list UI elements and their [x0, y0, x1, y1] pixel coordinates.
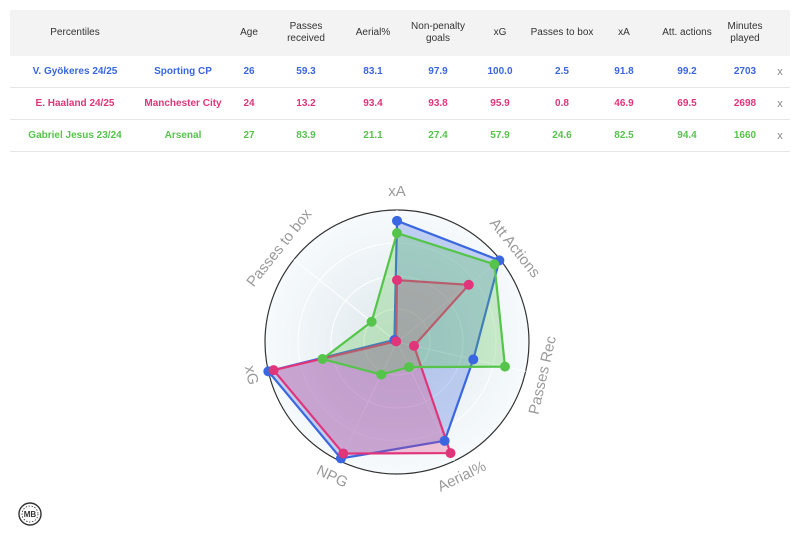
passes-to-box-value: 0.8 — [555, 97, 569, 109]
radar-point — [392, 228, 402, 239]
logo-text: MB — [24, 510, 37, 519]
radar-axis-label: xG — [241, 364, 262, 386]
age-value: 27 — [243, 129, 255, 141]
att-actions-value: 94.4 — [677, 129, 697, 141]
radar-axis-label: Passes Rec — [526, 334, 560, 416]
header-minutes: Minutes played — [727, 21, 763, 44]
xg-value: 57.9 — [490, 129, 510, 141]
passes-to-box-value: 2.5 — [555, 65, 569, 77]
header-aerial: Aerial% — [355, 27, 391, 38]
minutes-value: 1660 — [733, 129, 757, 141]
radar-point — [489, 259, 500, 270]
radar-point — [268, 365, 279, 376]
radar-point — [468, 354, 479, 365]
age-value: 26 — [243, 65, 255, 77]
att-actions-value: 69.5 — [677, 97, 697, 109]
radar-point — [392, 275, 402, 286]
passes-to-box-value: 24.6 — [552, 129, 572, 141]
npg-value: 27.4 — [428, 129, 448, 141]
table-row: Gabriel Jesus 23/24 Arsenal 27 83.9 21.1… — [10, 120, 790, 152]
xa-value: 82.5 — [614, 129, 634, 141]
radar-point — [404, 362, 415, 373]
minutes-value: 2698 — [733, 97, 757, 109]
header-xa: xA — [618, 27, 630, 38]
radar-spoke — [293, 259, 398, 343]
team-name: Sporting CP — [154, 65, 212, 77]
att-actions-value: 99.2 — [677, 65, 697, 77]
radar-series-2 — [321, 232, 507, 376]
radar-axis-label: NPG — [314, 462, 351, 491]
passes-received-value: 13.2 — [296, 97, 316, 109]
radar-point — [317, 354, 328, 365]
radar-point — [463, 279, 474, 290]
aerial-value: 93.4 — [363, 97, 383, 109]
radar-point — [376, 369, 387, 380]
radar-point — [338, 448, 349, 459]
player-name: E. Haaland 24/25 — [35, 97, 115, 109]
aerial-value: 83.1 — [363, 65, 383, 77]
team-name: Arsenal — [164, 129, 202, 141]
header-passes-to-box: Passes to box — [530, 27, 594, 38]
radar-point — [408, 340, 419, 351]
table-header: Percentiles Age Passes received Aerial% … — [10, 10, 790, 56]
radar-spoke — [339, 341, 398, 462]
xa-value: 46.9 — [614, 97, 634, 109]
team-name: Manchester City — [144, 97, 222, 109]
header-npg: Non-penalty goals — [411, 21, 465, 44]
header-percentiles: Percentiles — [50, 27, 100, 38]
header-att-actions: Att. actions — [662, 27, 712, 38]
radar-point — [499, 361, 510, 372]
passes-received-value: 59.3 — [296, 65, 316, 77]
xg-value: 95.9 — [490, 97, 510, 109]
comparison-table: Percentiles Age Passes received Aerial% … — [10, 10, 790, 152]
npg-value: 97.9 — [428, 65, 448, 77]
table-row: E. Haaland 24/25 Manchester City 24 13.2… — [10, 88, 790, 120]
radar-point — [439, 435, 450, 446]
remove-player-button[interactable]: x — [777, 129, 783, 142]
xg-value: 100.0 — [487, 65, 513, 77]
player-name: V. Gyökeres 24/25 — [32, 65, 118, 77]
radar-series-group — [263, 215, 510, 464]
player-name: Gabriel Jesus 23/24 — [28, 129, 122, 141]
radar-point — [391, 336, 402, 347]
radar-axis-label: xA — [388, 183, 406, 200]
remove-player-button[interactable]: x — [777, 97, 783, 110]
radar-point — [392, 215, 402, 226]
table-row: V. Gyökeres 24/25 Sporting CP 26 59.3 83… — [10, 56, 790, 88]
radar-point — [366, 316, 377, 327]
aerial-value: 21.1 — [363, 129, 383, 141]
radar-point — [445, 448, 456, 459]
header-passes-received: Passes received — [287, 21, 325, 44]
passes-received-value: 83.9 — [296, 129, 316, 141]
npg-value: 93.8 — [428, 97, 448, 109]
header-xg: xG — [493, 27, 507, 38]
minutes-value: 2703 — [733, 65, 757, 77]
mb-logo-icon: MB — [18, 502, 42, 526]
age-value: 24 — [243, 97, 255, 109]
radar-spoke — [396, 259, 501, 343]
radar-series-1 — [272, 278, 470, 455]
remove-player-button[interactable]: x — [777, 65, 783, 78]
header-age: Age — [240, 27, 258, 38]
xa-value: 91.8 — [614, 65, 634, 77]
